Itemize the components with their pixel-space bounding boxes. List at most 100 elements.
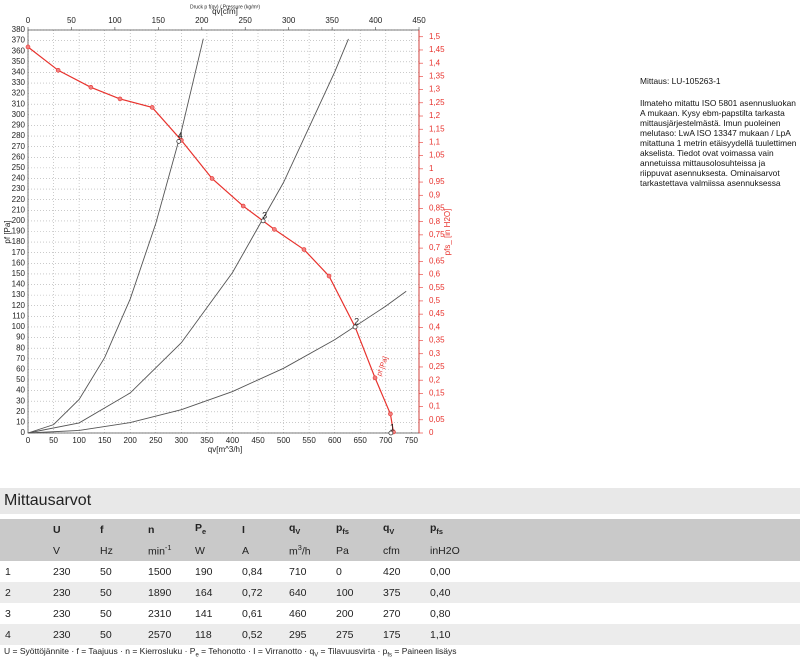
x2-tick-label: 450	[412, 16, 426, 25]
x-axis-label: qv[m^3/h]	[208, 445, 242, 454]
cell-text: p	[430, 522, 437, 535]
y-tick-label: 270	[12, 142, 26, 151]
data-cell: 270	[378, 603, 425, 624]
y2-tick-label: 0,95	[429, 177, 445, 186]
curve-marker	[240, 203, 246, 209]
y2-tick-label: 0,5	[429, 296, 441, 305]
y2-tick-label: 1,25	[429, 98, 445, 107]
y2-tick-label: 0,15	[429, 388, 445, 397]
x-tick-label: 650	[354, 436, 368, 445]
unit-cell: Pa	[331, 540, 378, 561]
y2-tick-label: 0,3	[429, 349, 441, 358]
y-tick-label: 200	[12, 216, 26, 225]
unit-cell: A	[237, 540, 284, 561]
y-tick-label: 350	[12, 57, 26, 66]
unit-cell: m3/h	[284, 540, 331, 561]
x-tick-label: 150	[98, 436, 112, 445]
x-tick-label: 450	[251, 436, 265, 445]
data-cell: 175	[378, 624, 425, 645]
unit-cell: min-1	[143, 540, 190, 561]
y-tick-label: 190	[12, 227, 26, 236]
y-tick-label: 100	[12, 322, 26, 331]
header-cell: U	[48, 519, 95, 540]
x-tick-label: 400	[226, 436, 240, 445]
footnote: U = Syöttöjännite · f = Taajuus · n = Ki…	[4, 646, 457, 659]
y-tick-label: 320	[12, 89, 26, 98]
data-cell: 0,40	[425, 582, 800, 603]
y-tick-label: 250	[12, 163, 26, 172]
system-curve	[27, 38, 349, 434]
data-row: 1 230 50 1500 190 0,84 710 0 420 0,00	[0, 561, 800, 582]
y-tick-label: 230	[12, 184, 26, 193]
y-tick-label: 220	[12, 195, 26, 204]
subscript: V	[314, 652, 319, 659]
data-cell: 230	[48, 561, 95, 582]
unit-cell: W	[190, 540, 237, 561]
side-note: Mittaus: LU-105263-1 Ilmateho mitattu IS…	[640, 76, 798, 188]
data-row: 2 230 50 1890 164 0,72 640 100 375 0,40	[0, 582, 800, 603]
x-tick-label: 550	[302, 436, 316, 445]
data-cell: 1890	[143, 582, 190, 603]
y2-tick-label: 0,25	[429, 362, 445, 371]
curve-marker	[117, 96, 123, 102]
footnote-text: = Paineen lisäys	[392, 646, 457, 656]
y-tick-label: 370	[12, 36, 26, 45]
cell-text: p	[336, 522, 343, 535]
data-cell: 4	[0, 624, 48, 645]
unit-cell: inH2O	[425, 540, 800, 561]
x-tick-label: 250	[149, 436, 163, 445]
header-cell: f	[95, 519, 143, 540]
y-tick-label: 140	[12, 280, 26, 289]
x2-tick-label: 350	[325, 16, 339, 25]
operating-point-label: 3	[262, 210, 267, 220]
curve-label: pf [Pa]	[376, 356, 390, 377]
y2-tick-label: 0,05	[429, 415, 445, 424]
data-cell: 420	[378, 561, 425, 582]
x-tick-label: 200	[124, 436, 138, 445]
data-cell: 164	[190, 582, 237, 603]
curve-marker	[272, 227, 277, 232]
x-tick-label: 600	[328, 436, 342, 445]
x2-tick-label: 300	[282, 16, 296, 25]
unit-cell	[0, 540, 48, 561]
data-cell: 710	[284, 561, 331, 582]
y2-tick-label: 1	[429, 164, 434, 173]
subscript: V	[295, 527, 301, 537]
data-cell: 3	[0, 603, 48, 624]
y-axis-label: pf [Pa]	[3, 220, 12, 243]
x2-tick-label: 250	[239, 16, 253, 25]
data-cell: 0	[331, 561, 378, 582]
header-cell: pfs	[425, 519, 800, 540]
subscript: V	[389, 527, 395, 537]
system-curve	[27, 38, 204, 434]
data-cell: 1,10	[425, 624, 800, 645]
operating-point-label: 2	[354, 316, 359, 326]
y2-tick-label: 0,75	[429, 230, 445, 239]
x2-tick-label: 0	[26, 16, 31, 25]
operating-point	[260, 218, 266, 224]
cell-text: m	[289, 545, 298, 558]
header-cell: Pe	[190, 519, 237, 540]
y2-tick-label: 1,15	[429, 124, 445, 133]
data-cell: 2310	[143, 603, 190, 624]
cell-text: min	[148, 545, 165, 558]
data-cell: 1500	[143, 561, 190, 582]
y2-axis-label: pfs_ [in H2O]	[443, 209, 452, 256]
y-tick-label: 130	[12, 290, 26, 299]
y-tick-label: 260	[12, 152, 26, 161]
system-curve	[27, 290, 407, 434]
data-cell: 0,72	[237, 582, 284, 603]
data-cell: 295	[284, 624, 331, 645]
y-tick-label: 60	[16, 364, 25, 373]
y-tick-label: 20	[16, 407, 25, 416]
operating-point	[388, 430, 394, 436]
x-tick-label: 700	[379, 436, 393, 445]
y-tick-label: 330	[12, 78, 26, 87]
y2-tick-label: 0,4	[429, 322, 441, 331]
y2-tick-label: 1,5	[429, 32, 441, 41]
data-cell: 1	[0, 561, 48, 582]
data-cell: 230	[48, 603, 95, 624]
cell-text: q	[383, 522, 390, 535]
